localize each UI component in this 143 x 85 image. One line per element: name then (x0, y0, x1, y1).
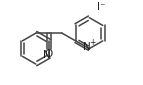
Text: N: N (43, 50, 50, 60)
Text: I⁻: I⁻ (97, 2, 106, 12)
Text: N: N (83, 42, 91, 52)
Text: +: + (89, 38, 95, 47)
Text: O: O (45, 49, 53, 59)
